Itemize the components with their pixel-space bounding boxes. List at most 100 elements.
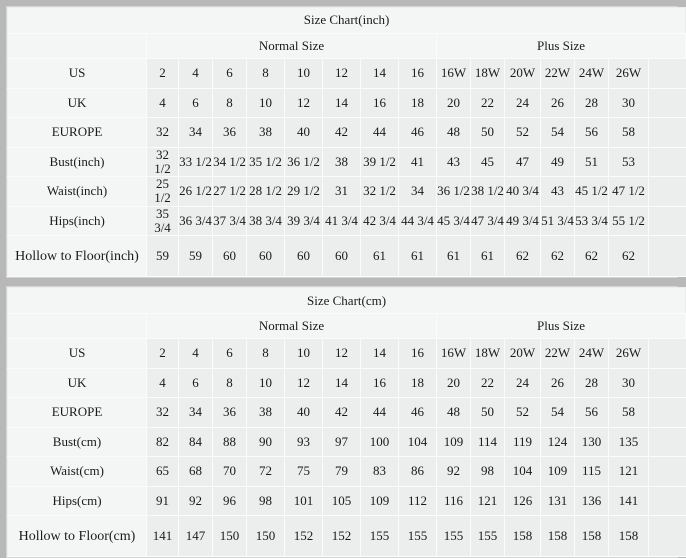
data-cell: 150 <box>246 515 285 558</box>
row-label: Hips(inch) <box>7 205 147 237</box>
data-cell: 147 <box>178 515 213 558</box>
data-cell: 8 <box>246 58 285 89</box>
table-row: UK 4 6 8 10 12 14 16 18 20 22 24 26 28 30 <box>7 367 686 399</box>
data-cell: 83 <box>360 456 399 487</box>
data-cell: 51 <box>574 146 609 178</box>
data-cell: 26 <box>540 367 575 399</box>
size-chart-inch-table: Size Chart(inch) Normal Size Plus Size US 2 4… <box>6 7 686 278</box>
row-label: US <box>7 338 147 369</box>
data-cell: 65 <box>146 456 179 487</box>
data-cell: 43 <box>540 176 575 207</box>
group-header-normal-size: Normal Size <box>146 313 437 340</box>
data-cell: 38 <box>246 397 285 428</box>
data-cell: 53 <box>608 146 649 178</box>
table-row: Hips(inch) 35 3/4 36 3/4 37 3/4 38 3/4 39 3/4… <box>7 205 686 237</box>
data-cell: 105 <box>322 485 361 517</box>
data-cell: 91 <box>146 485 179 517</box>
data-cell: 35 1/2 <box>246 146 285 178</box>
data-cell: 35 3/4 <box>146 205 179 237</box>
data-cell: 38 <box>322 146 361 178</box>
table-row: Waist(cm) 65 68 70 72 75 79 83 86 92 98 104 109 115 12… <box>7 456 686 487</box>
data-cell: 155 <box>436 515 471 558</box>
data-cell: 158 <box>504 515 541 558</box>
data-cell: 70 <box>212 456 247 487</box>
data-cell: 14 <box>360 58 399 89</box>
data-cell: 32 <box>146 117 179 148</box>
data-cell: 38 3/4 <box>246 205 285 237</box>
data-cell: 119 <box>504 426 541 458</box>
data-cell: 45 <box>470 146 505 178</box>
data-cell: 49 <box>540 146 575 178</box>
data-cell: 150 <box>212 515 247 558</box>
data-cell: 44 <box>360 397 399 428</box>
data-cell: 38 1/2 <box>470 176 505 207</box>
data-cell: 30 <box>608 367 649 399</box>
data-cell: 12 <box>322 338 361 369</box>
data-cell: 10 <box>246 87 285 118</box>
row-label: EUROPE <box>7 117 147 148</box>
data-cell: 54 <box>540 117 575 148</box>
data-cell: 24W <box>574 338 609 369</box>
data-cell: 34 <box>178 117 213 148</box>
data-cell: 18 <box>398 367 437 399</box>
data-cell: 98 <box>246 485 285 517</box>
table-row: Bust(cm) 82 84 88 90 93 97 100 104 109 114 119 124 13… <box>7 426 686 458</box>
table-row: Waist(inch) 25 1/2 26 1/2 27 1/2 28 1/2 29 1/… <box>7 176 686 207</box>
data-cell: 28 <box>574 367 609 399</box>
data-cell: 54 <box>540 397 575 428</box>
row-label: Hollow to Floor(cm) <box>7 515 147 558</box>
data-cell: 92 <box>436 456 471 487</box>
data-cell: 36 1/2 <box>284 146 323 178</box>
data-cell: 92 <box>178 485 213 517</box>
data-cell: 58 <box>608 117 649 148</box>
row-tail-spacer <box>647 235 686 278</box>
data-cell: 31 <box>322 176 361 207</box>
charts-container: Size Chart(inch) Normal Size Plus Size US 2 4… <box>6 6 686 558</box>
data-cell: 61 <box>398 235 437 278</box>
data-cell: 36 <box>212 397 247 428</box>
data-cell: 49 3/4 <box>504 205 541 237</box>
data-cell: 84 <box>178 426 213 458</box>
data-cell: 124 <box>540 426 575 458</box>
size-chart-inch: Size Chart(inch) Normal Size Plus Size US 2 4… <box>6 6 686 279</box>
row-tail-spacer <box>647 397 686 428</box>
data-cell: 10 <box>246 367 285 399</box>
data-cell: 32 <box>146 397 179 428</box>
data-cell: 93 <box>284 426 323 458</box>
data-cell: 18 <box>398 87 437 118</box>
data-cell: 42 3/4 <box>360 205 399 237</box>
group-header-normal-size: Normal Size <box>146 33 437 59</box>
row-tail-spacer <box>647 515 686 558</box>
data-cell: 22 <box>470 87 505 118</box>
data-cell: 16W <box>436 338 471 369</box>
chart-title-row: Size Chart(inch) <box>6 7 686 34</box>
data-cell: 30 <box>608 87 649 118</box>
data-cell: 52 <box>504 397 541 428</box>
data-cell: 116 <box>436 485 471 517</box>
table-row: EUROPE 32 34 36 38 40 42 44 46 48 50 52 54 56 58 <box>7 117 686 148</box>
data-cell: 88 <box>212 426 247 458</box>
data-cell: 46 <box>398 397 437 428</box>
row-tail-spacer <box>647 58 686 89</box>
data-cell: 61 <box>436 235 471 278</box>
data-cell: 62 <box>574 235 609 278</box>
size-chart-cm: Size Chart(cm) Normal Size Plus Size US 2 4 6 8… <box>6 286 686 558</box>
data-cell: 104 <box>504 456 541 487</box>
data-cell: 20W <box>504 338 541 369</box>
data-cell: 48 <box>436 397 471 428</box>
data-cell: 62 <box>608 235 649 278</box>
data-cell: 100 <box>360 426 399 458</box>
data-cell: 16 <box>360 87 399 118</box>
data-cell: 42 <box>322 397 361 428</box>
data-cell: 155 <box>470 515 505 558</box>
data-cell: 109 <box>436 426 471 458</box>
table-row: Hollow to Floor(cm) 141 147 150 150 152 152 155… <box>7 515 686 558</box>
data-cell: 44 <box>360 117 399 148</box>
data-cell: 44 3/4 <box>398 205 437 237</box>
group-header-plus-size: Plus Size <box>435 313 686 340</box>
data-cell: 27 1/2 <box>212 176 247 207</box>
data-cell: 20 <box>436 87 471 118</box>
table-row: Hollow to Floor(inch) 59 59 60 60 60 60 61 61 61 6… <box>7 235 686 278</box>
data-cell: 8 <box>212 87 247 118</box>
data-cell: 109 <box>540 456 575 487</box>
